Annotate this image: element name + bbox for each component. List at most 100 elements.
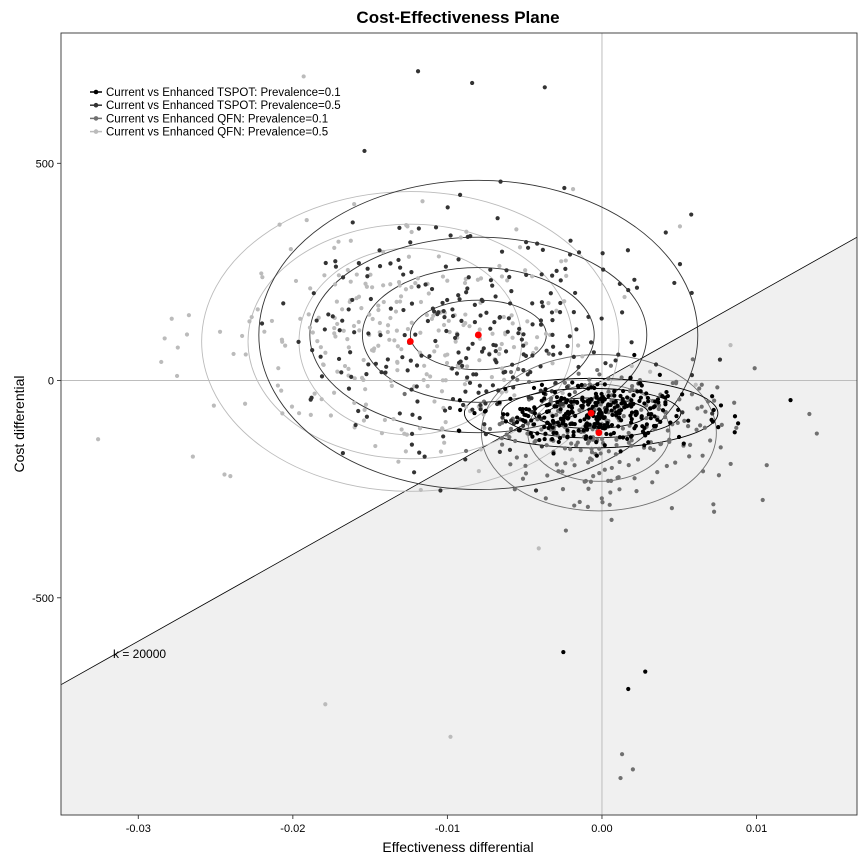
point-series-1 [596,425,601,430]
point-series-3 [728,461,733,467]
outlier-point-3 [542,85,547,90]
point-series-4 [499,390,504,395]
point-series-2 [415,399,420,404]
point-series-2 [340,451,345,456]
point-series-2 [530,301,535,306]
point-series-1 [600,399,605,404]
point-series-1 [565,415,570,421]
point-series-4 [211,403,216,408]
point-series-4 [501,314,506,320]
point-series-2 [550,273,555,278]
point-series-1 [591,424,596,429]
point-series-3 [699,404,704,409]
point-series-4 [293,278,299,284]
point-series-1 [518,406,523,412]
point-series-2 [620,310,625,315]
point-series-1 [605,403,611,408]
point-series-4 [396,280,402,285]
point-series-2 [510,362,515,367]
point-series-2 [524,272,529,277]
point-series-2 [368,296,373,302]
point-series-2 [571,310,576,315]
point-series-4 [348,238,353,243]
point-series-1 [555,400,560,405]
point-series-4 [467,324,472,329]
point-series-1 [572,421,577,427]
contour-ellipse-series-2-1 [258,179,699,491]
point-series-3 [587,377,592,382]
outlier-point-4 [643,669,648,674]
point-series-1 [559,397,564,402]
point-series-3 [626,430,631,436]
point-series-1 [554,395,560,400]
point-series-4 [463,321,468,326]
point-series-3 [614,436,619,441]
point-series-4 [169,316,174,321]
wtp-threshold-line [61,236,857,686]
point-series-1 [501,412,506,417]
point-series-4 [392,338,397,343]
point-series-2 [425,318,430,324]
point-series-2 [533,488,539,493]
point-series-4 [381,249,386,255]
point-series-1 [716,424,721,430]
point-series-4 [395,344,400,349]
point-series-4 [510,321,515,326]
point-series-2 [483,401,488,406]
x-tick-label-4: 0.00 [591,823,612,835]
point-series-2 [319,374,325,379]
point-series-1 [456,428,461,433]
point-series-1 [629,417,634,422]
point-series-1 [655,397,661,402]
point-series-2 [521,332,526,337]
point-series-4 [304,217,309,223]
point-series-1 [587,422,592,427]
point-series-3 [705,399,711,404]
point-series-4 [298,316,303,321]
point-series-2 [397,411,402,416]
point-series-2 [589,340,594,345]
point-series-1 [503,386,508,392]
point-series-4 [395,368,400,373]
point-series-2 [445,205,450,210]
point-series-2 [586,314,591,320]
point-series-1 [546,409,551,414]
point-series-3 [588,479,594,484]
point-series-4 [524,341,529,346]
point-series-2 [348,350,353,355]
point-series-4 [431,313,436,318]
point-series-4 [440,427,445,432]
point-series-2 [445,297,450,303]
point-series-3 [597,372,602,377]
point-series-3 [630,384,635,389]
point-series-2 [511,421,516,427]
point-series-3 [670,380,675,386]
point-series-1 [544,403,549,408]
point-series-4 [424,312,429,318]
point-series-2 [591,350,596,355]
point-series-1 [531,422,537,427]
point-series-1 [628,413,633,418]
point-series-2 [625,248,631,253]
point-series-4 [404,223,409,228]
point-series-2 [427,354,432,359]
point-series-1 [621,388,626,394]
point-series-1 [503,419,509,424]
point-series-1 [589,385,594,390]
point-series-3 [497,422,502,427]
point-series-2 [464,290,469,295]
point-series-4 [398,294,404,299]
point-series-4 [550,361,555,366]
point-series-1 [602,382,607,387]
point-series-4 [563,258,568,263]
point-series-3 [694,427,699,432]
point-series-2 [487,352,492,357]
point-series-4 [505,278,510,283]
point-series-4 [351,323,357,329]
point-series-3 [508,462,513,467]
point-series-2 [468,234,473,239]
point-series-4 [418,487,423,493]
point-series-3 [690,357,695,362]
point-series-1 [652,414,657,419]
point-series-1 [551,430,556,436]
